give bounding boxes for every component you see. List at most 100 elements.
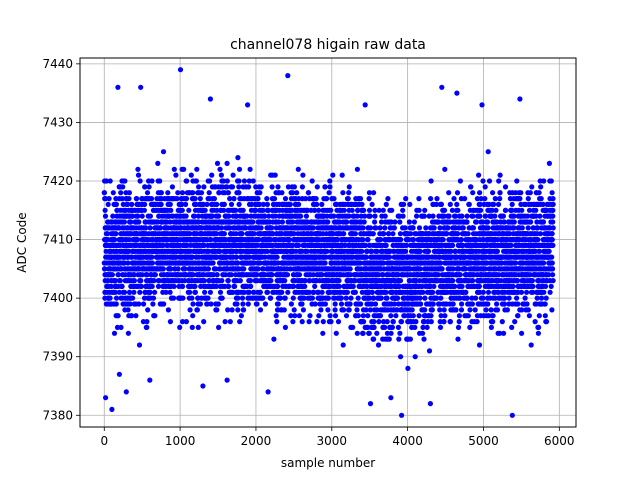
data-point: [438, 295, 444, 301]
data-point: [314, 319, 320, 325]
data-point: [110, 213, 116, 219]
data-point: [410, 225, 416, 231]
data-point: [430, 301, 436, 307]
data-point: [125, 260, 131, 266]
data-point: [241, 266, 247, 272]
data-point: [314, 201, 320, 207]
data-point: [237, 278, 243, 284]
data-point: [450, 278, 456, 284]
data-point: [144, 324, 150, 330]
data-point: [168, 207, 174, 213]
data-point: [165, 307, 171, 313]
data-point: [175, 266, 181, 272]
data-point: [194, 166, 200, 172]
data-point: [420, 330, 426, 336]
data-point: [160, 149, 167, 155]
data-point: [264, 201, 270, 207]
data-point: [420, 289, 426, 295]
data-point: [430, 289, 436, 295]
data-point: [196, 184, 202, 190]
data-point: [232, 283, 238, 289]
data-point: [366, 330, 372, 336]
data-point: [182, 278, 188, 284]
data-point: [365, 237, 371, 243]
data-point: [428, 196, 434, 202]
data-point: [455, 231, 461, 237]
data-point: [341, 207, 347, 213]
data-point: [271, 336, 277, 342]
data-point: [414, 213, 420, 219]
data-point: [387, 254, 393, 260]
data-point: [428, 178, 434, 184]
data-point: [398, 354, 404, 360]
data-point: [459, 283, 465, 289]
data-point: [165, 190, 171, 196]
data-point: [236, 190, 242, 196]
data-point: [325, 219, 331, 225]
data-point: [119, 283, 125, 289]
data-point: [390, 319, 396, 325]
data-point: [255, 266, 261, 272]
data-point: [279, 190, 285, 196]
data-point: [224, 160, 230, 166]
data-point: [347, 301, 353, 307]
data-point: [109, 272, 115, 278]
data-point: [322, 260, 328, 266]
data-point: [226, 283, 232, 289]
data-point: [189, 295, 195, 301]
data-point: [186, 207, 192, 213]
data-point: [429, 307, 435, 313]
data-point: [316, 313, 322, 319]
data-point: [218, 172, 224, 178]
data-point: [380, 207, 386, 213]
data-point: [175, 190, 181, 196]
data-point: [442, 207, 448, 213]
data-point: [464, 219, 470, 225]
data-point: [135, 213, 141, 219]
data-point: [113, 231, 119, 237]
data-point: [121, 260, 127, 266]
data-point: [113, 295, 120, 301]
data-point: [327, 178, 333, 184]
data-point: [361, 219, 367, 225]
data-point: [370, 231, 376, 237]
data-point: [167, 289, 173, 295]
data-point: [235, 155, 241, 161]
data-point: [113, 301, 119, 307]
data-point: [217, 166, 223, 172]
data-point: [354, 166, 360, 172]
data-point: [214, 272, 220, 278]
data-point: [472, 307, 478, 313]
data-point: [344, 289, 350, 295]
data-point: [240, 207, 246, 213]
data-point: [350, 324, 356, 330]
data-point: [428, 313, 434, 319]
data-point: [160, 266, 166, 272]
data-point: [388, 330, 394, 336]
data-point: [285, 289, 291, 295]
data-point: [184, 242, 190, 248]
data-point: [354, 307, 360, 313]
data-point: [147, 213, 153, 219]
data-point: [383, 201, 389, 207]
data-point: [437, 324, 444, 330]
data-point: [470, 213, 476, 219]
data-point: [250, 219, 256, 225]
data-point: [377, 313, 384, 319]
data-point: [409, 307, 415, 313]
data-point: [187, 307, 193, 313]
data-point: [134, 196, 140, 202]
data-point: [458, 237, 464, 243]
data-point: [126, 237, 132, 243]
data-point: [412, 354, 418, 360]
data-point: [129, 201, 135, 207]
data-point: [106, 196, 112, 202]
grid-lines: [80, 58, 576, 427]
data-point: [206, 190, 212, 196]
data-point: [327, 313, 333, 319]
data-point: [296, 201, 302, 207]
data-point: [346, 190, 352, 196]
data-point: [416, 313, 422, 319]
data-point: [413, 319, 419, 325]
